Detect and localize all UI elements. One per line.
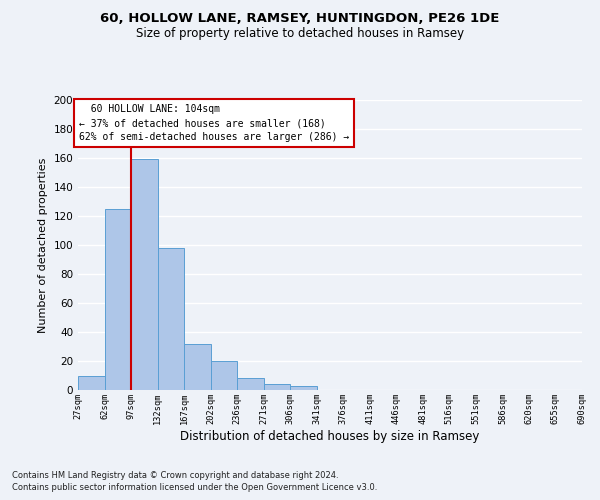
- Bar: [158, 248, 184, 390]
- Bar: [131, 160, 158, 390]
- Text: 60 HOLLOW LANE: 104sqm  
← 37% of detached houses are smaller (168)
62% of semi-: 60 HOLLOW LANE: 104sqm ← 37% of detached…: [79, 104, 350, 142]
- Bar: [263, 384, 290, 390]
- Bar: [211, 361, 237, 390]
- Text: 60, HOLLOW LANE, RAMSEY, HUNTINGDON, PE26 1DE: 60, HOLLOW LANE, RAMSEY, HUNTINGDON, PE2…: [100, 12, 500, 26]
- Bar: [184, 344, 211, 390]
- Bar: [104, 209, 131, 390]
- Bar: [78, 376, 104, 390]
- Text: Size of property relative to detached houses in Ramsey: Size of property relative to detached ho…: [136, 28, 464, 40]
- Y-axis label: Number of detached properties: Number of detached properties: [38, 158, 48, 332]
- Text: Contains public sector information licensed under the Open Government Licence v3: Contains public sector information licen…: [12, 484, 377, 492]
- Bar: [237, 378, 263, 390]
- X-axis label: Distribution of detached houses by size in Ramsey: Distribution of detached houses by size …: [181, 430, 479, 443]
- Bar: [290, 386, 317, 390]
- Text: Contains HM Land Registry data © Crown copyright and database right 2024.: Contains HM Land Registry data © Crown c…: [12, 471, 338, 480]
